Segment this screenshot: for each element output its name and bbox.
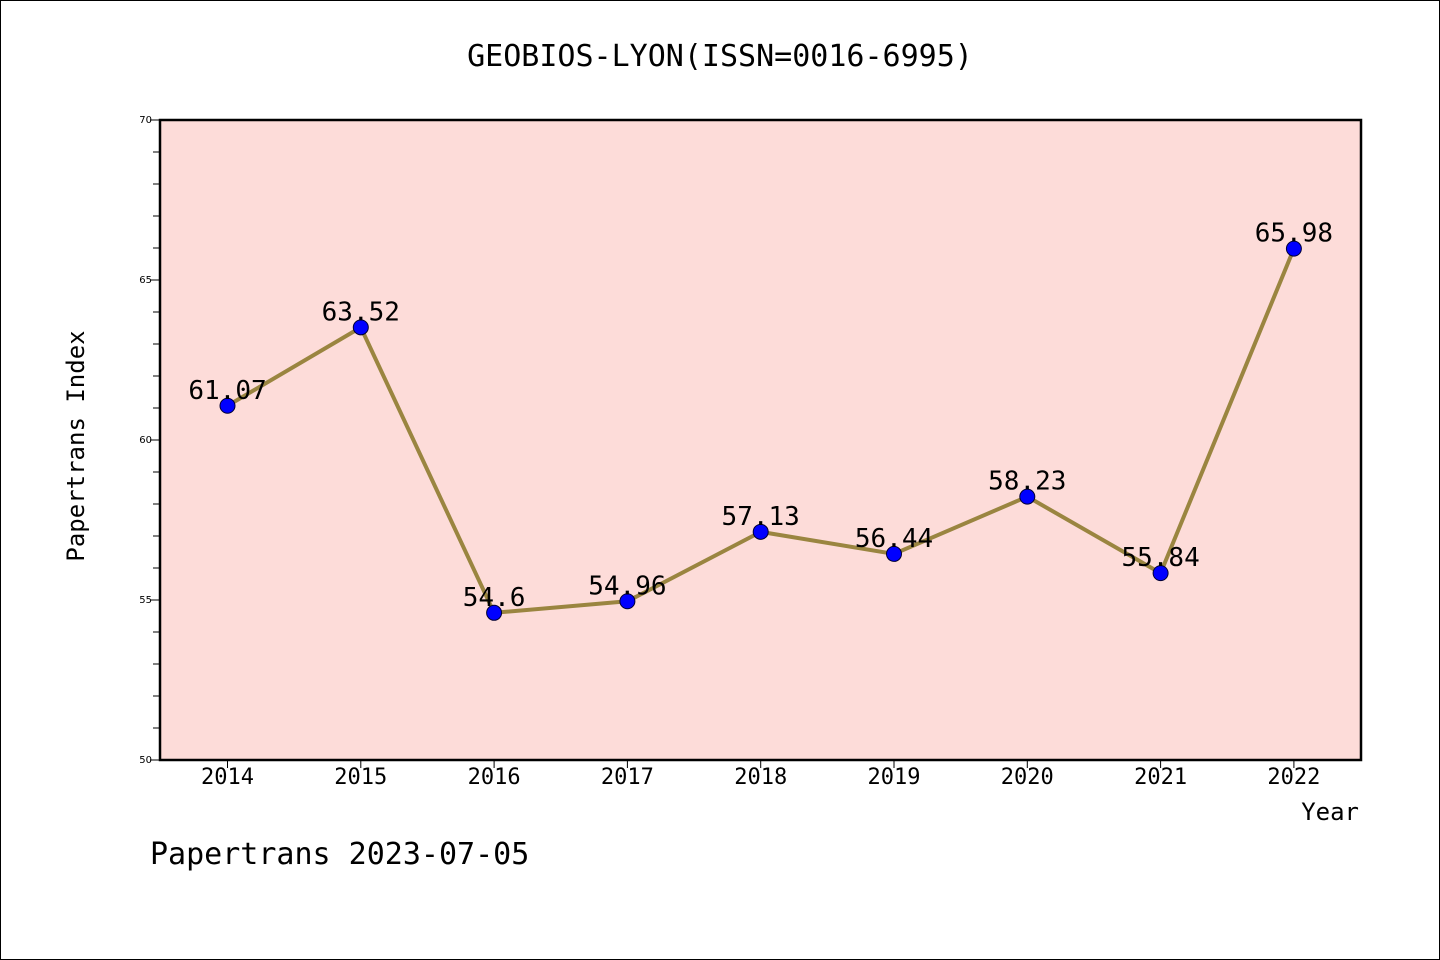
data-label: 55.84 (1121, 543, 1199, 573)
data-label: 57.13 (722, 502, 800, 532)
x-tick-label: 2014 (201, 765, 254, 790)
chart-title: GEOBIOS-LYON(ISSN=0016-6995) (467, 39, 973, 74)
data-point (619, 593, 636, 610)
x-tick-label: 2015 (334, 765, 387, 790)
plot-area (158, 118, 1363, 762)
x-tick-label: 2021 (1134, 765, 1187, 790)
data-point (486, 604, 503, 621)
data-label: 65.98 (1255, 219, 1333, 249)
data-label: 54.6 (463, 583, 526, 613)
x-tick-label: 2019 (868, 765, 921, 790)
data-point (1152, 565, 1169, 582)
y-tick-label: 65 (139, 275, 152, 286)
y-axis: 50 55 60 65 70 (139, 115, 160, 766)
data-label: 56.44 (855, 524, 933, 554)
x-tick-label: 2022 (1267, 765, 1320, 790)
data-point (752, 523, 769, 540)
data-point (352, 319, 369, 336)
x-axis-label: Year (1301, 798, 1359, 826)
marker-group (219, 240, 1302, 621)
y-tick-label: 70 (139, 115, 152, 126)
data-point (1019, 488, 1036, 505)
x-tick-label: 2017 (601, 765, 654, 790)
data-point (1285, 240, 1302, 257)
data-label: 54.96 (588, 571, 666, 601)
y-tick-label: 60 (139, 435, 152, 446)
x-tick-label: 2018 (734, 765, 787, 790)
footer-text: Papertrans 2023-07-05 (150, 837, 529, 872)
data-point (886, 545, 902, 562)
data-label-group: 61.07 63.52 54.6 54.96 57.13 56.44 58.23 55.84 6… (188, 219, 1333, 613)
x-axis: 2014 2015 2016 2017 2018 2019 2020 2021 2022 (201, 760, 1320, 790)
data-label: 58.23 (988, 467, 1066, 497)
data-label: 63.52 (322, 297, 400, 327)
data-point (219, 397, 236, 414)
y-tick-label: 55 (139, 595, 152, 606)
data-label: 61.07 (188, 376, 266, 406)
x-tick-label: 2020 (1001, 765, 1054, 790)
x-tick-label: 2016 (468, 765, 521, 790)
y-tick-label: 50 (139, 755, 152, 766)
y-axis-label: Papertrans Index (62, 330, 90, 561)
